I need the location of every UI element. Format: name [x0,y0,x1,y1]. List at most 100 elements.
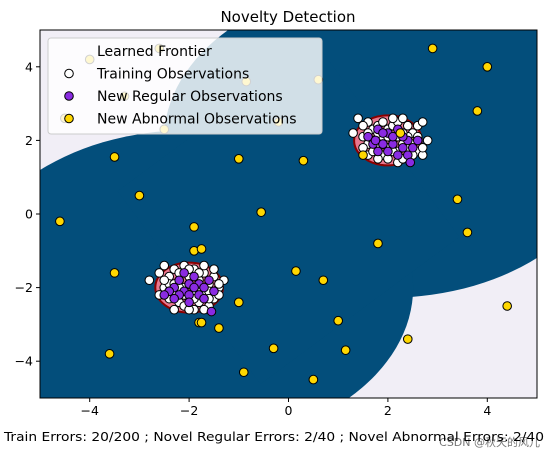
data-point [199,293,209,304]
data-point [196,317,207,328]
data-point [502,301,512,311]
contour-bridge [117,43,460,385]
data-point [159,260,170,271]
data-point [169,293,179,304]
series-new-abnormal-observations [55,43,512,385]
x-axis-label: Train Errors: 20/200 ; Novel Regular Err… [3,429,544,444]
data-point [159,275,170,286]
data-point [393,150,403,160]
data-point [358,120,368,131]
data-point [427,43,438,54]
y-tick-label: 0 [25,207,33,222]
data-point [189,271,199,282]
data-point [405,157,416,168]
data-point [373,146,383,157]
data-point [109,268,120,278]
data-point [348,128,358,138]
data-point [238,367,249,378]
data-point [340,345,351,355]
legend: Learned Frontier Training Observations New… [47,37,323,135]
legend-marker [64,91,74,101]
data-point [398,113,408,124]
data-point [189,282,199,293]
legend-box [47,37,323,135]
data-point [159,290,170,300]
data-point [383,146,393,157]
data-point [179,268,189,278]
data-point [353,113,363,124]
legend-label: Training Observations [96,67,249,83]
data-point [214,279,224,289]
data-point [209,286,219,297]
data-point [206,306,217,317]
chart-title: Novelty Detection [220,8,355,26]
y-axis-ticks: −4 −2 0 2 4 [15,59,40,369]
data-point [184,297,194,308]
data-point [388,113,398,124]
x-tick-label: 2 [384,403,392,418]
legend-marker [64,113,74,124]
data-point [462,227,473,238]
data-point [209,264,219,275]
legend-label: New Abnormal Observations [97,112,297,128]
series-new-regular-observations [159,124,423,317]
data-point [482,62,493,72]
data-point [422,135,433,146]
data-point [417,117,428,127]
data-point [333,315,344,326]
data-point [298,155,309,166]
data-point [154,268,165,278]
data-point [417,142,428,153]
data-point [395,128,406,138]
data-point [109,152,120,162]
data-point [308,374,319,385]
data-point [169,304,179,315]
data-point [134,190,145,201]
y-tick-label: 4 [25,59,33,74]
data-point [144,275,155,286]
scatter-points [55,43,512,385]
data-point [378,128,388,138]
x-tick-label: 0 [285,403,293,418]
data-point [358,150,368,160]
data-point [268,343,279,354]
data-point [189,222,199,232]
y-tick-label: −2 [15,280,33,295]
data-point [291,266,301,276]
data-point [214,323,224,333]
legend-label: New Regular Observations [97,89,283,105]
x-axis-ticks: −4 −2 0 2 4 [80,398,491,418]
y-tick-label: 2 [25,133,33,148]
data-point [402,120,413,131]
x-tick-label: −2 [180,403,198,418]
data-point [472,106,483,116]
data-point [104,349,115,359]
data-point [256,207,266,217]
data-point [196,244,207,254]
data-point [388,131,398,142]
data-point [407,142,418,153]
data-point [373,238,383,249]
data-point [204,275,214,286]
data-point [199,282,209,293]
data-point [412,135,423,146]
y-tick-label: −4 [15,354,33,369]
legend-label: Learned Frontier [97,44,212,60]
data-point [234,154,244,164]
data-point [452,194,463,205]
data-point [363,131,373,142]
data-point [378,117,388,127]
legend-marker [64,68,74,79]
x-tick-label: −4 [80,403,98,418]
data-point [370,135,381,146]
data-point [318,275,329,286]
data-point [402,334,413,344]
x-tick-label: 4 [483,403,491,418]
data-point [199,260,209,271]
data-point [55,216,65,227]
data-point [398,142,408,153]
data-point [174,275,184,286]
